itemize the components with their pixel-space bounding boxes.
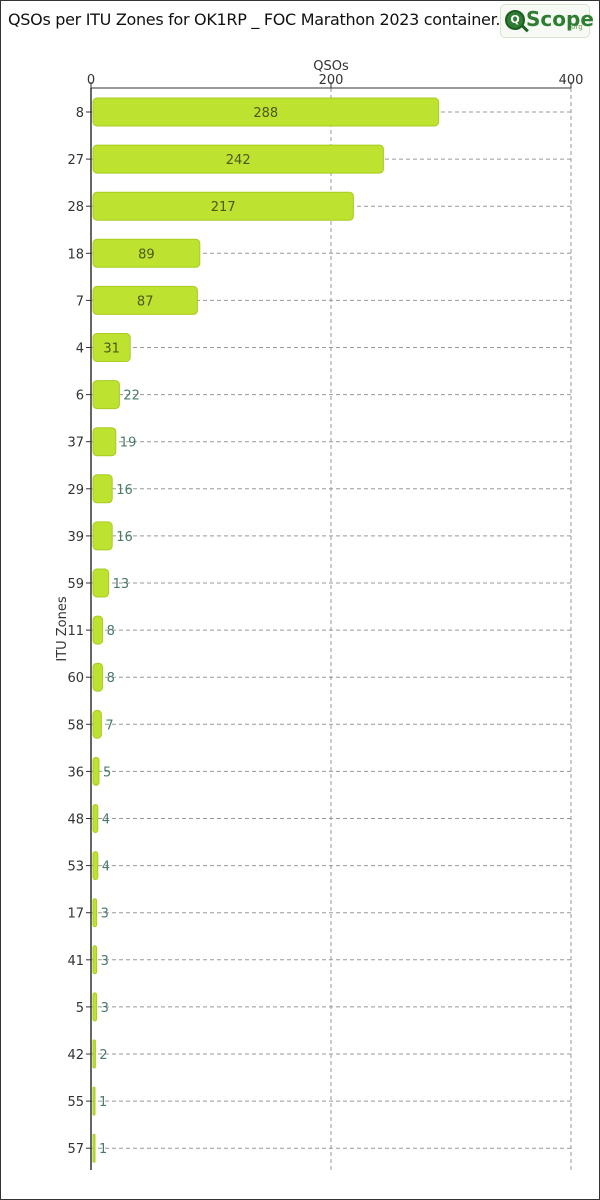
y-tick-label-39: 39 — [67, 530, 84, 545]
bar-value-label-4: 31 — [103, 342, 120, 357]
y-tick-label-17: 17 — [67, 907, 84, 922]
bar-value-label-55: 1 — [99, 1095, 107, 1110]
bar-value-label-7: 87 — [137, 294, 154, 309]
bar-6 — [92, 380, 120, 410]
y-tick-label-5: 5 — [76, 1001, 84, 1016]
qscope-logo[interactable]: Q Scope .org — [500, 4, 594, 38]
y-tick-label-58: 58 — [67, 718, 84, 733]
y-tick-label-7: 7 — [76, 294, 84, 309]
y-tick-label-59: 59 — [67, 577, 84, 592]
y-tick-label-36: 36 — [67, 765, 84, 780]
bar-29 — [92, 474, 113, 504]
bar-42 — [92, 1039, 96, 1069]
y-tick-label-48: 48 — [67, 813, 84, 828]
bar-value-label-18: 89 — [138, 247, 155, 262]
y-tick-label-57: 57 — [67, 1142, 84, 1157]
bar-11 — [92, 615, 104, 645]
bar-48 — [92, 804, 99, 833]
bar-value-label-8: 288 — [253, 106, 278, 121]
bar-17 — [92, 898, 98, 928]
bar-value-label-37: 19 — [120, 436, 137, 451]
bar-58 — [92, 709, 102, 739]
bar-41 — [92, 945, 98, 975]
y-tick-label-29: 29 — [67, 483, 84, 498]
bar-value-label-36: 5 — [103, 765, 111, 780]
y-tick-label-53: 53 — [67, 860, 84, 875]
y-tick-label-6: 6 — [76, 389, 84, 404]
bar-18 — [92, 238, 201, 268]
bar-value-label-28: 217 — [211, 200, 236, 215]
y-tick-label-37: 37 — [67, 436, 84, 451]
bar-value-label-27: 242 — [226, 153, 251, 168]
bar-value-label-11: 8 — [107, 624, 115, 639]
bar-39 — [92, 521, 113, 551]
magnifier-icon: Q — [505, 10, 525, 30]
bar-4 — [92, 333, 131, 362]
bar-8 — [92, 97, 440, 127]
y-tick-label-41: 41 — [67, 954, 84, 969]
y-tick-label-11: 11 — [67, 624, 84, 639]
bar-value-label-58: 7 — [105, 718, 113, 733]
bar-value-label-39: 16 — [116, 530, 133, 545]
y-tick-label-55: 55 — [67, 1095, 84, 1110]
bar-value-label-48: 4 — [102, 813, 110, 828]
bar-value-label-53: 4 — [102, 860, 110, 875]
y-axis-ticks: 8 27 28 18 7 4 6 37 29 39 59 11 60 58 36 48 53 17 41 5 42 55 5… — [67, 106, 91, 1157]
logo-suffix: .org — [569, 23, 583, 31]
chart-title: QSOs per ITU Zones for OK1RP _ FOC Marat… — [8, 10, 501, 29]
bar-value-label-6: 22 — [123, 389, 140, 404]
bar-value-label-59: 13 — [113, 577, 130, 592]
x-tick-label-0: 0 — [87, 73, 95, 88]
x-axis-ticks: 0 200 400 — [87, 73, 584, 88]
bar-36 — [92, 756, 100, 786]
bar-value-label-60: 8 — [107, 671, 115, 686]
bar-7 — [92, 285, 198, 315]
logo-text: Scope — [526, 7, 594, 31]
bar-57 — [92, 1133, 96, 1163]
x-tick-label-200: 200 — [319, 73, 344, 88]
y-tick-label-60: 60 — [67, 671, 84, 686]
bar-53 — [92, 851, 99, 881]
bar-value-label-42: 2 — [99, 1048, 107, 1063]
bar-value-label-17: 3 — [101, 907, 109, 922]
bar-37 — [92, 427, 117, 457]
bar-59 — [92, 568, 110, 598]
y-tick-label-28: 28 — [67, 200, 84, 215]
y-axis-label: ITU Zones — [55, 596, 70, 662]
bar-5 — [92, 992, 98, 1022]
y-tick-label-18: 18 — [67, 247, 84, 262]
y-tick-label-8: 8 — [76, 106, 84, 121]
y-tick-label-27: 27 — [67, 153, 84, 168]
y-tick-label-4: 4 — [76, 342, 84, 357]
bar-60 — [92, 662, 104, 692]
x-tick-label-400: 400 — [559, 73, 584, 88]
bar-28 — [92, 191, 354, 221]
bar-value-label-41: 3 — [101, 954, 109, 969]
x-axis-label: QSOs — [313, 59, 349, 74]
bar-value-label-29: 16 — [116, 483, 133, 498]
bar-55 — [92, 1086, 96, 1116]
bar-value-label-5: 3 — [101, 1001, 109, 1016]
bar-27 — [92, 144, 384, 174]
y-tick-label-42: 42 — [67, 1048, 84, 1063]
bar-value-label-57: 1 — [99, 1142, 107, 1157]
